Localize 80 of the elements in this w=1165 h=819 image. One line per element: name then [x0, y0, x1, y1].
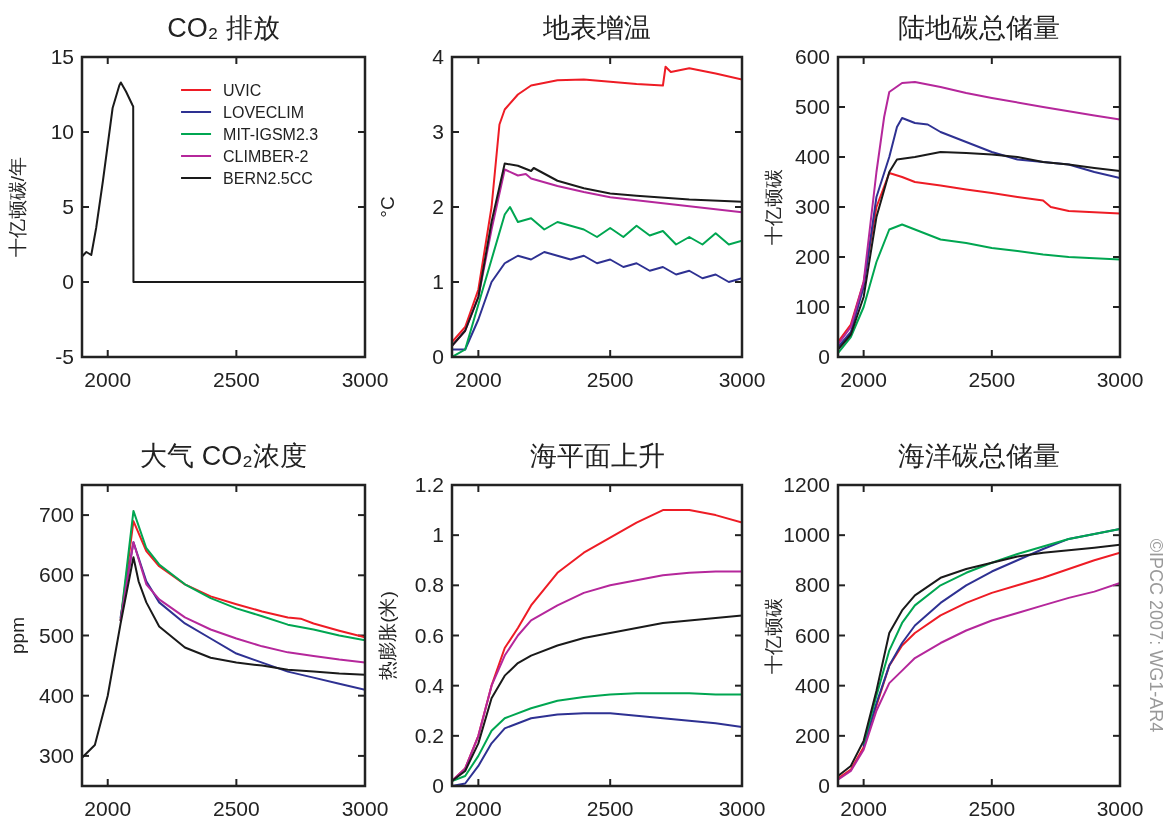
y-tick-label: 0 — [818, 774, 830, 797]
y-tick-label: 300 — [794, 195, 830, 218]
y-tick-label: 0.6 — [414, 623, 444, 647]
y-tick-label: 600 — [794, 45, 830, 68]
y-tick-label: 1200 — [783, 473, 830, 496]
legend-label: CLIMBER-2 — [223, 148, 309, 165]
y-tick-label: 500 — [38, 623, 74, 647]
line-series — [119, 541, 365, 664]
y-tick-label: 500 — [794, 95, 830, 118]
x-tick-label: 2000 — [840, 368, 887, 391]
line-series — [838, 223, 1120, 354]
x-tick-label: 2000 — [455, 368, 502, 391]
y-tick-label: 1 — [432, 270, 444, 293]
line-series — [452, 712, 742, 786]
y-tick-label: 0 — [432, 345, 444, 368]
y-tick-label: 3 — [432, 120, 444, 143]
x-tick-label: 2500 — [968, 368, 1016, 391]
y-axis-title: ppm — [7, 617, 28, 654]
x-tick-label: 3000 — [341, 368, 389, 391]
legend-label: LOVECLIM — [223, 104, 304, 121]
line-series — [452, 692, 742, 782]
y-tick-label: 0 — [62, 270, 74, 293]
chart-title: 地表增温 — [542, 13, 651, 43]
legend-label: UVIC — [223, 82, 262, 99]
y-tick-label: 0 — [432, 774, 444, 797]
y-axis-title: 十亿顿碳 — [763, 597, 784, 674]
x-tick-label: 2500 — [586, 368, 634, 391]
x-tick-label: 2000 — [84, 368, 132, 391]
legend-label: BERN2.5CC — [223, 170, 313, 187]
y-tick-label: 400 — [794, 145, 830, 168]
chart-title: 陆地碳总储量 — [898, 13, 1060, 43]
y-tick-label: 600 — [794, 623, 830, 647]
x-tick-label: 2500 — [968, 797, 1016, 819]
x-tick-label: 2500 — [586, 797, 634, 819]
y-tick-label: -5 — [55, 345, 74, 368]
y-tick-label: 100 — [794, 295, 830, 318]
legend-label: MIT-IGSM2.3 — [223, 126, 319, 143]
x-tick-label: 3000 — [1096, 368, 1144, 391]
y-tick-label: 400 — [794, 673, 830, 697]
y-tick-label: 10 — [50, 120, 74, 143]
line-series — [452, 570, 742, 782]
y-tick-label: 5 — [62, 195, 74, 218]
x-tick-label: 2500 — [213, 797, 260, 819]
line-series — [452, 65, 742, 343]
x-tick-label: 2500 — [213, 368, 260, 391]
y-tick-label: 0.2 — [414, 723, 444, 747]
y-tick-label: 600 — [38, 563, 74, 587]
y-tick-label: 4 — [432, 45, 445, 68]
y-axis-title: 十亿顿碳 — [763, 169, 784, 245]
y-tick-label: 1.2 — [414, 473, 444, 496]
y-tick-label: 0.4 — [414, 673, 445, 697]
y-tick-label: 200 — [794, 245, 830, 268]
y-tick-label: 1 — [432, 523, 444, 547]
x-tick-label: 2000 — [455, 797, 502, 819]
y-axis-title: 热膨胀(米) — [377, 591, 398, 680]
chart-title: 大气 CO₂浓度 — [140, 441, 307, 471]
y-tick-label: 1000 — [783, 523, 830, 547]
y-axis-title: 十亿顿碳/年 — [7, 156, 28, 258]
text: ©IPCC 2007: WG1-AR4 — [1146, 538, 1165, 733]
y-axis-title: °C — [377, 196, 398, 218]
y-tick-label: 800 — [794, 573, 830, 597]
y-tick-label: 300 — [38, 743, 74, 767]
x-tick-label: 3000 — [718, 368, 766, 391]
y-tick-label: 0.8 — [414, 573, 444, 597]
chart-title: 海洋碳总储量 — [898, 441, 1060, 471]
x-tick-label: 3000 — [1096, 797, 1144, 819]
y-tick-label: 0 — [818, 345, 830, 368]
y-tick-label: 400 — [38, 683, 74, 707]
y-tick-label: 2 — [432, 195, 444, 218]
line-series — [452, 206, 742, 357]
y-tick-label: 200 — [794, 723, 830, 747]
y-tick-label: 15 — [50, 45, 74, 68]
x-tick-label: 2000 — [840, 797, 887, 819]
chart-title: CO₂ 排放 — [167, 13, 280, 43]
chart-title: 海平面上升 — [529, 441, 665, 471]
line-series — [452, 251, 742, 351]
x-tick-label: 3000 — [341, 797, 389, 819]
y-tick-label: 700 — [38, 503, 74, 527]
x-tick-label: 2000 — [84, 797, 132, 819]
x-tick-label: 3000 — [718, 797, 766, 819]
